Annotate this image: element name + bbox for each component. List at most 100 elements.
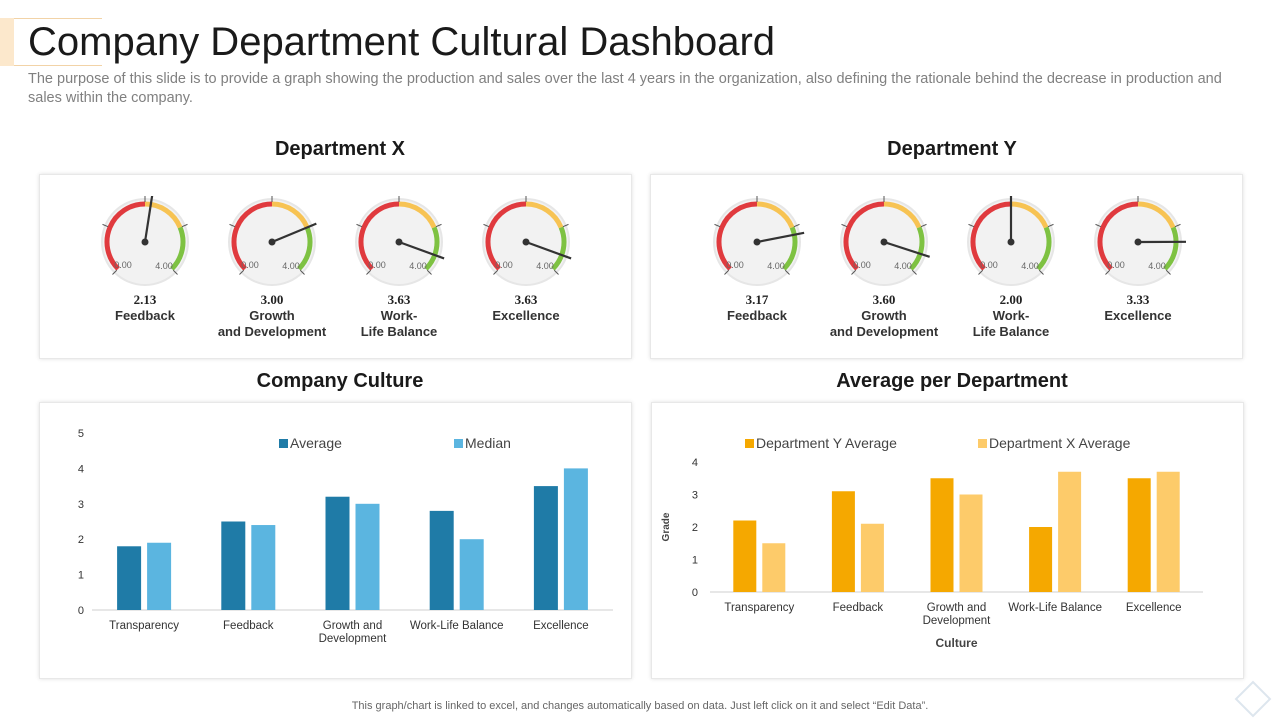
- x-tick-label: Work-Life Balance: [1008, 602, 1102, 614]
- gauge-dial: 0.00 4.00: [967, 196, 1055, 286]
- gauge-value: 2.00: [999, 292, 1023, 307]
- gauge-label: Growth and Development: [829, 308, 939, 339]
- bar[interactable]: [831, 491, 855, 592]
- bar[interactable]: [221, 521, 246, 611]
- page-subtitle: The purpose of this slide is to provide …: [28, 71, 1222, 106]
- legend-label: Department X Average: [989, 435, 1131, 451]
- gauge-value: 3.60: [872, 292, 896, 307]
- y-tick-label: 0: [78, 605, 84, 617]
- gauge-value: 2.13: [133, 292, 157, 307]
- x-axis-title: Culture: [936, 636, 978, 650]
- dept-y-gauge: 0.00 4.00 3.17 Feedback: [692, 196, 822, 324]
- bar[interactable]: [860, 523, 884, 592]
- bar[interactable]: [325, 496, 350, 610]
- title-accent-line: [14, 65, 102, 66]
- dept-y-gauge: 0.00 4.00 3.60 Growth and Development: [819, 196, 949, 340]
- svg-text:0.00: 0.00: [241, 260, 259, 270]
- gauge-dial: 0.00 4.00: [713, 196, 805, 286]
- y-tick-label: 5: [78, 428, 84, 440]
- gauge-value: 3.33: [1126, 292, 1150, 307]
- legend-label: Average: [290, 435, 342, 451]
- svg-text:0.00: 0.00: [495, 260, 513, 270]
- bar[interactable]: [733, 520, 757, 593]
- svg-text:4.00: 4.00: [155, 261, 173, 271]
- gauge-value: 3.63: [387, 292, 411, 307]
- gauge-value: 3.00: [260, 292, 284, 307]
- bar[interactable]: [147, 542, 172, 610]
- bar[interactable]: [1058, 471, 1082, 592]
- dept-y-gauge: 0.00 4.00 3.33 Excellence: [1073, 196, 1203, 324]
- svg-text:0.00: 0.00: [853, 260, 871, 270]
- svg-text:0.00: 0.00: [980, 260, 998, 270]
- bar[interactable]: [117, 546, 142, 610]
- gauge-needle: [756, 231, 805, 244]
- x-tick-label: Excellence: [533, 620, 589, 632]
- dept-y-gauge: 0.00 4.00 2.00 Work- Life Balance: [946, 196, 1076, 340]
- bar[interactable]: [959, 494, 983, 593]
- legend-label: Median: [465, 435, 511, 451]
- dept-x-gauge: 0.00 4.00 2.13 Feedback: [80, 196, 210, 324]
- y-tick-label: 1: [78, 570, 84, 582]
- svg-text:0.00: 0.00: [114, 260, 132, 270]
- y-tick-label: 1: [692, 555, 698, 567]
- company-culture-chart[interactable]: 0 1 2 3 4 5 Transparency Feedback Growth and Deve…: [40, 403, 631, 678]
- bar[interactable]: [459, 539, 484, 610]
- x-tick-label: Growth and Development: [923, 602, 992, 627]
- gauge-dial: 0.00 4.00: [1094, 196, 1187, 286]
- y-axis-title: Grade: [661, 512, 672, 541]
- legend-swatch: [978, 439, 987, 448]
- gauge-label: Work- Life Balance: [360, 308, 438, 339]
- title-accent-line: [14, 18, 102, 19]
- dept-y-title: Department Y: [887, 138, 1017, 160]
- svg-text:4.00: 4.00: [894, 261, 912, 271]
- gauge-dial: 0.00 4.00: [840, 196, 930, 286]
- gauge-dial: 0.00 4.00: [355, 196, 445, 286]
- bar[interactable]: [429, 510, 454, 610]
- y-tick-label: 4: [692, 457, 698, 469]
- svg-text:4.00: 4.00: [1021, 261, 1039, 271]
- y-tick-label: 3: [78, 499, 84, 511]
- svg-text:4.00: 4.00: [536, 261, 554, 271]
- svg-text:4.00: 4.00: [767, 261, 785, 271]
- legend-swatch: [745, 439, 754, 448]
- y-tick-label: 2: [78, 534, 84, 546]
- company-culture-card: 0 1 2 3 4 5 Transparency Feedback Growth and Deve…: [39, 402, 632, 679]
- bar[interactable]: [251, 525, 276, 610]
- gauge-needle: [143, 196, 154, 243]
- x-tick-label: Transparency: [724, 602, 794, 614]
- legend-label: Department Y Average: [756, 435, 897, 451]
- bar[interactable]: [930, 478, 954, 592]
- svg-text:4.00: 4.00: [1148, 261, 1166, 271]
- y-tick-label: 2: [692, 522, 698, 534]
- gauge-label: Feedback: [115, 308, 175, 323]
- bar[interactable]: [1029, 527, 1053, 592]
- bar[interactable]: [1127, 478, 1151, 592]
- gauge-label: Feedback: [727, 308, 787, 323]
- gauge-value: 3.63: [514, 292, 538, 307]
- company-culture-title: Company Culture: [256, 370, 424, 392]
- bar[interactable]: [1156, 471, 1180, 592]
- bar[interactable]: [355, 503, 380, 610]
- dept-x-title: Department X: [274, 138, 406, 160]
- y-tick-label: 3: [692, 490, 698, 502]
- avg-dept-chart[interactable]: 0 1 2 3 4 Transparency Feedback Growth and Devel…: [652, 403, 1243, 678]
- legend-swatch: [279, 439, 288, 448]
- bar[interactable]: [563, 468, 588, 610]
- bar[interactable]: [533, 486, 558, 610]
- gauge-dial: 0.00 4.00: [228, 196, 317, 286]
- page-title: Company Department Cultural Dashboard: [28, 20, 776, 64]
- gauge-label: Excellence: [1104, 308, 1172, 323]
- svg-text:0.00: 0.00: [1107, 260, 1125, 270]
- y-tick-label: 4: [78, 463, 84, 475]
- avg-dept-card: 0 1 2 3 4 Transparency Feedback Growth and Devel…: [651, 402, 1244, 679]
- gauge-needle: [398, 240, 445, 260]
- gauge-needle: [525, 240, 572, 260]
- x-tick-label: Growth and Development: [319, 620, 388, 645]
- svg-text:4.00: 4.00: [409, 261, 427, 271]
- gauge-label: Excellence: [492, 308, 560, 323]
- gauge-dial: 0.00 4.00: [101, 196, 189, 286]
- y-tick-label: 0: [692, 587, 698, 599]
- x-tick-label: Excellence: [1126, 602, 1182, 614]
- bar[interactable]: [762, 543, 786, 592]
- svg-text:0.00: 0.00: [368, 260, 386, 270]
